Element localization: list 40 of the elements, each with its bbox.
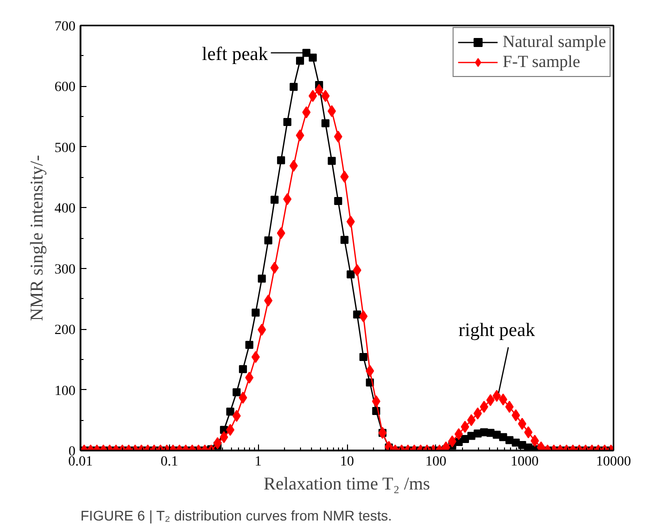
point (340, 236, 348, 244)
point (238, 365, 247, 374)
point (334, 196, 342, 205)
point (346, 270, 355, 278)
point (296, 56, 304, 65)
point (328, 156, 336, 165)
point (283, 118, 292, 126)
y-tick-label: 300 (54, 262, 76, 278)
point (290, 82, 298, 91)
point (226, 408, 234, 416)
point (321, 119, 330, 128)
x-tick-label: 1 (254, 454, 262, 470)
x-tick-label: 10000 (596, 454, 631, 470)
point (252, 308, 260, 317)
annotation: left peak (202, 44, 268, 65)
y-tick-label: 600 (54, 80, 76, 96)
point (245, 340, 254, 349)
legend-label: F-T sample (502, 52, 580, 72)
y-axis-title: NMR single intensity/- (26, 154, 46, 321)
point (308, 54, 317, 62)
point (353, 310, 362, 318)
x-axis-title: Relaxation time T₂ /ms (264, 474, 430, 494)
y-tick-label: 200 (54, 323, 76, 338)
x-tick-label: 0.1 (160, 454, 178, 470)
y-tick-label: 400 (54, 202, 76, 217)
point (264, 236, 272, 244)
point (258, 274, 266, 283)
y-tick-label: 100 (54, 384, 76, 399)
caption: FIGURE 6 | T₂ distribution curves from NMR tests. (80, 508, 392, 524)
legend-label: Natural sample (502, 32, 606, 52)
point (270, 196, 279, 204)
y-tick-label: 500 (54, 140, 76, 156)
x-tick-label: 10 (340, 454, 354, 470)
point (277, 156, 286, 164)
point (359, 353, 368, 361)
point (232, 388, 241, 396)
x-tick-label: 1000 (510, 454, 539, 470)
annotation: right peak (458, 320, 536, 341)
x-tick-label: 100 (425, 454, 446, 470)
y-tick-label: 700 (54, 20, 76, 34)
